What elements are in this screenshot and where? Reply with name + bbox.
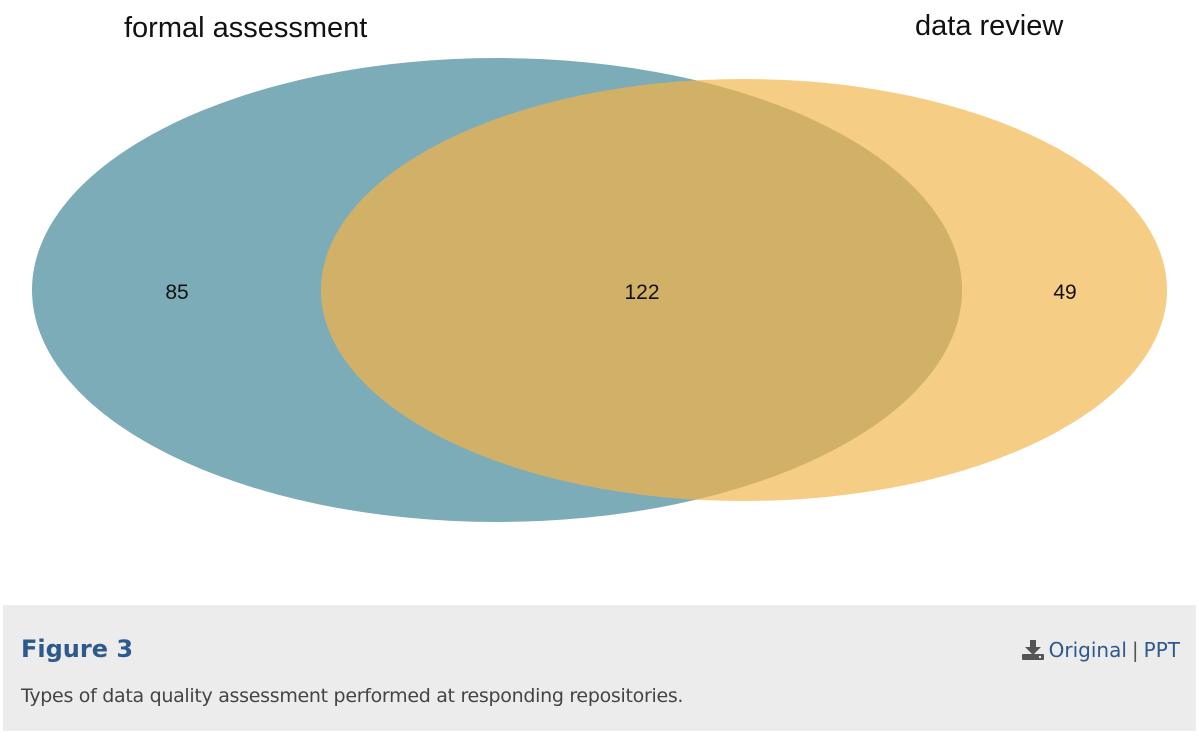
link-separator: | (1131, 638, 1139, 662)
set-label-data-review: data review (915, 10, 1064, 42)
venn-diagram: formal assessment data review 85 122 49 (32, 10, 1167, 522)
figure-caption: Types of data quality assessment perform… (21, 685, 684, 707)
caption-panel: Figure 3 Original | PPT Types of data qu… (3, 605, 1196, 731)
set-label-formal-assessment: formal assessment (124, 12, 367, 44)
count-review-only: 49 (1053, 281, 1076, 304)
download-icon (1021, 639, 1045, 661)
figure-title: Figure 3 (21, 635, 134, 663)
download-links: Original | PPT (1021, 638, 1180, 662)
count-formal-only: 85 (165, 281, 188, 304)
ppt-link[interactable]: PPT (1143, 638, 1180, 662)
count-both: 122 (624, 281, 659, 304)
original-link[interactable]: Original (1048, 638, 1127, 662)
